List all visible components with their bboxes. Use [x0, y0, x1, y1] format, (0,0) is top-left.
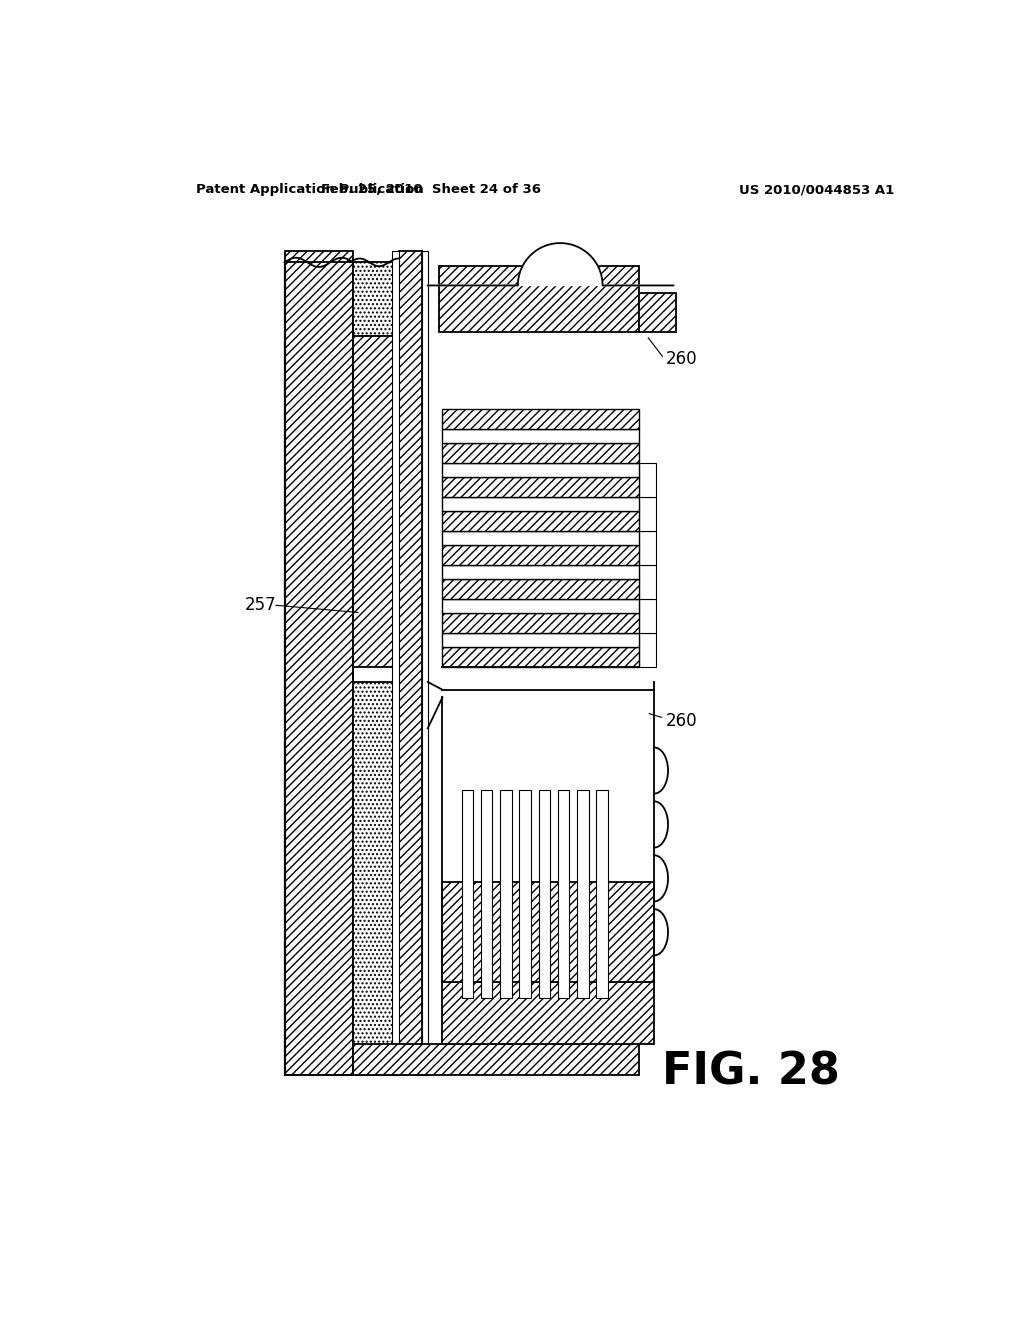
Bar [442, 982, 654, 1044]
Bar [596, 789, 608, 998]
Text: 257: 257 [245, 597, 276, 614]
Bar [442, 647, 639, 667]
Bar [442, 444, 639, 463]
Bar [639, 293, 676, 331]
Bar [353, 263, 398, 335]
Bar [442, 531, 639, 545]
Polygon shape [428, 243, 674, 285]
Bar [442, 632, 639, 647]
Bar [442, 612, 639, 632]
Bar [353, 1044, 639, 1074]
Bar [353, 335, 398, 667]
Bar [442, 409, 639, 429]
Bar [442, 882, 654, 982]
Bar [558, 789, 569, 998]
Bar [353, 682, 394, 1074]
Bar [353, 263, 398, 335]
Bar [353, 335, 398, 667]
Bar [639, 565, 655, 599]
Bar [442, 498, 639, 511]
Bar [442, 429, 639, 444]
Bar [442, 882, 654, 982]
Bar [639, 531, 655, 565]
Bar [442, 511, 639, 531]
Bar [442, 463, 639, 478]
Bar [639, 498, 655, 531]
Bar [639, 463, 655, 498]
Bar [639, 293, 676, 331]
Bar [422, 251, 428, 1074]
Bar [481, 789, 493, 998]
Bar [442, 545, 639, 565]
Bar [442, 444, 639, 463]
Text: US 2010/0044853 A1: US 2010/0044853 A1 [739, 183, 894, 197]
Bar [285, 251, 353, 1074]
Bar [398, 251, 422, 1074]
Bar [639, 599, 655, 632]
Bar [438, 267, 639, 331]
Bar [442, 599, 639, 612]
Bar [442, 612, 639, 632]
Bar [438, 267, 639, 331]
Bar [442, 545, 639, 565]
Bar [442, 982, 654, 1044]
Bar [442, 478, 639, 498]
Bar [442, 478, 639, 498]
Bar [462, 789, 473, 998]
Bar [442, 579, 639, 599]
Bar [519, 789, 531, 998]
Text: 260: 260 [666, 350, 697, 367]
Bar [392, 251, 398, 1074]
Bar [539, 789, 550, 998]
Bar [639, 632, 655, 667]
Text: Patent Application Publication: Patent Application Publication [196, 183, 424, 197]
Bar [442, 511, 639, 531]
Text: 260: 260 [666, 711, 697, 730]
Bar [442, 409, 639, 429]
Bar [398, 251, 422, 1074]
Text: FIG. 28: FIG. 28 [662, 1051, 840, 1094]
Bar [500, 789, 512, 998]
Bar [353, 682, 394, 1074]
Bar [442, 565, 639, 579]
Bar [442, 647, 639, 667]
Bar [442, 579, 639, 599]
Bar [353, 1044, 639, 1074]
Text: Feb. 25, 2010  Sheet 24 of 36: Feb. 25, 2010 Sheet 24 of 36 [321, 183, 541, 197]
Bar [578, 789, 589, 998]
Bar [285, 251, 353, 1074]
